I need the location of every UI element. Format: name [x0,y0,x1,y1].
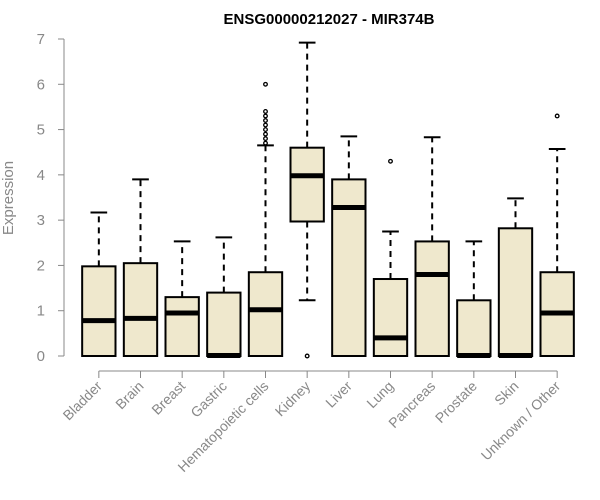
box-body [122,262,159,357]
x-tick-label: Unknown / Other [478,378,564,464]
box-bladder [81,211,117,357]
box-skin [497,197,534,359]
y-axis-label: Expression [0,161,17,235]
box-liver [331,135,367,357]
outlier-point [263,113,268,119]
box-kidney [289,41,325,359]
box-body [372,278,409,357]
x-tick-label: Breast [148,378,188,418]
y-tick-label: 3 [37,212,45,229]
outlier-point [263,136,268,142]
outlier-point [304,353,310,359]
y-axis: 0 1 2 3 4 5 6 7 [37,31,65,365]
chart-title: ENSG00000212027 - MIR374B [224,11,435,28]
box-lung [372,158,409,357]
box-body [206,291,242,358]
y-tick-label: 1 [37,303,45,320]
box-hematopoietic-cells [247,81,284,358]
box-unknown-other [539,113,575,358]
x-tick-label: Bladder [60,378,106,424]
box-gastric [206,236,242,359]
x-tick-label: Skin [491,378,522,409]
outlier-point [263,81,268,87]
box-brain [122,178,159,357]
y-tick-label: 0 [37,348,45,365]
box-body [247,271,284,358]
outlier-point [263,109,268,114]
boxes-group [81,41,575,359]
outlier-point [263,131,268,137]
box-body [414,240,450,357]
y-tick-label: 5 [37,122,45,139]
y-tick-label: 4 [37,167,45,184]
x-tick-label: Prostate [432,378,480,426]
outlier-point [263,118,268,123]
box-body [456,299,492,358]
x-tick-label: Brain [112,378,146,412]
x-tick-label: Liver [322,378,355,411]
outlier-point [263,140,268,146]
box-prostate [456,240,492,359]
x-tick-label: Kidney [272,378,314,420]
y-tick-label: 6 [37,76,45,93]
box-body [164,296,200,357]
box-breast [164,240,200,357]
outlier-point [554,113,560,119]
outlier-point [263,127,268,133]
outlier-point [388,158,393,164]
x-tick-label: Lung [363,378,396,411]
y-tick-label: 7 [37,31,45,48]
y-tick-label: 2 [37,257,45,274]
box-body [497,227,534,357]
outlier-point [263,122,268,128]
box-body [289,146,325,223]
box-pancreas [414,136,450,357]
box-body [81,265,117,357]
